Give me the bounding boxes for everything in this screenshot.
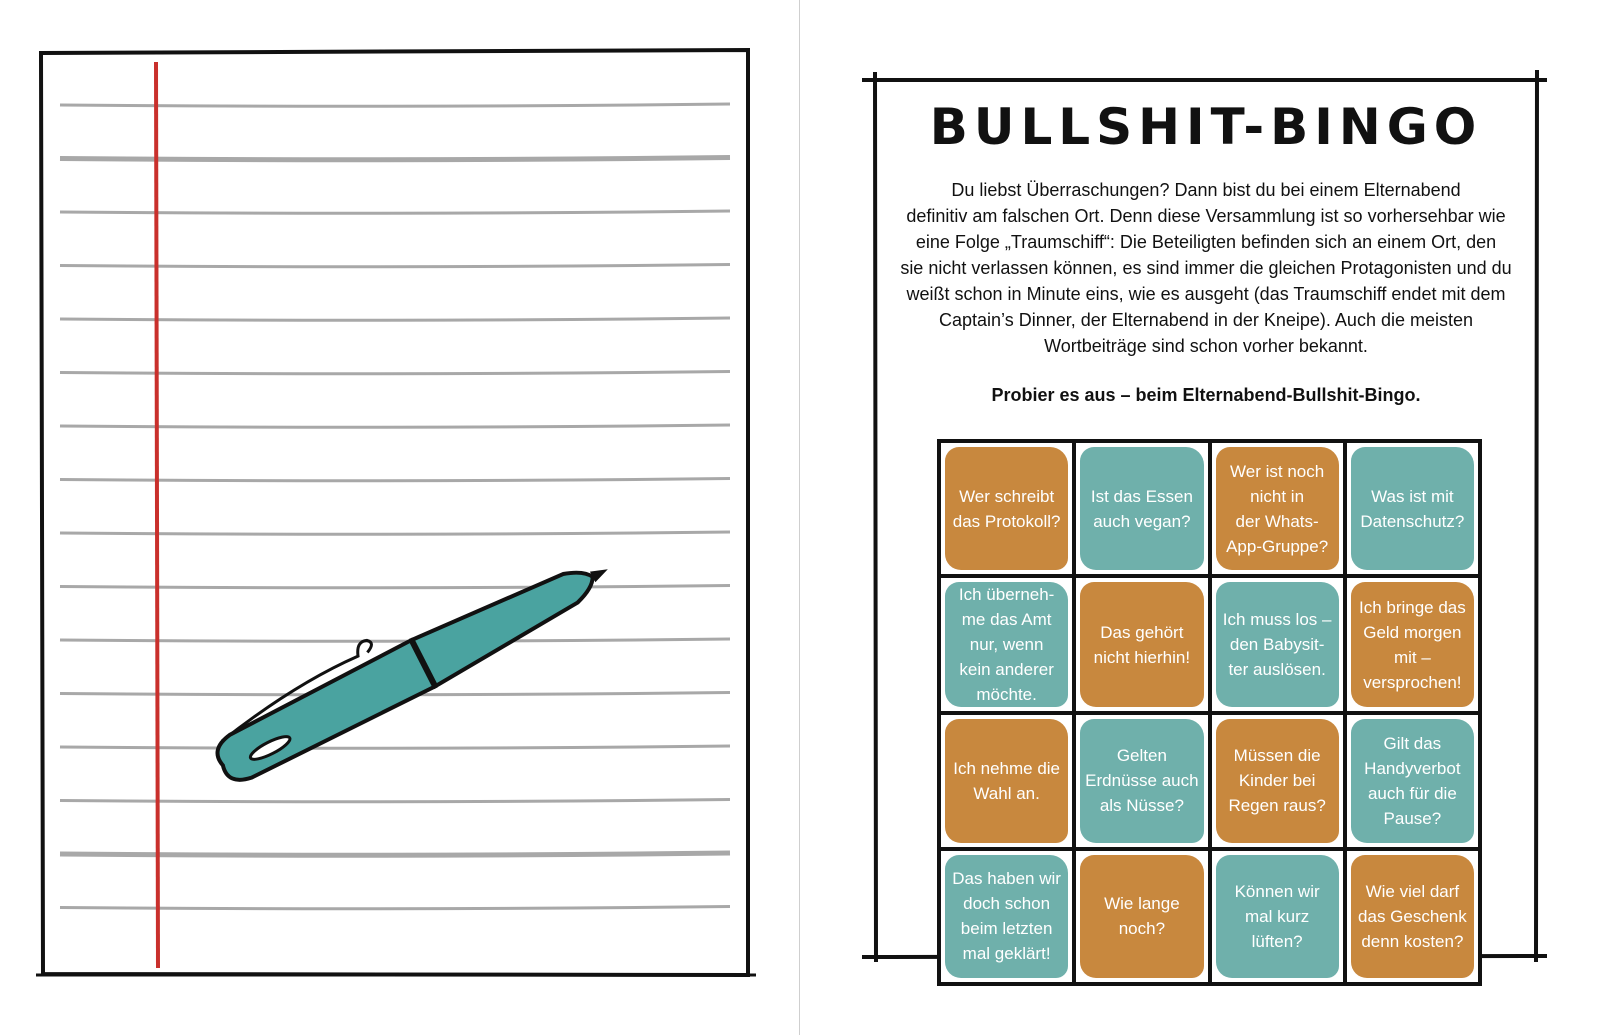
bingo-cell[interactable]: Ich nehme die Wahl an. (941, 715, 1073, 847)
bingo-cell[interactable]: Gilt das Handyverbot auch für die Pause? (1346, 715, 1478, 847)
bingo-cell[interactable]: Müssen die Kinder bei Regen raus? (1211, 715, 1343, 847)
bingo-cell[interactable]: Was ist mit Datenschutz? (1346, 443, 1478, 575)
intro-line: sie nicht verlassen können, es sind imme… (900, 258, 1512, 278)
bingo-cell[interactable]: Das gehört nicht hierhin! (1076, 578, 1208, 712)
bingo-grid: Wer schreibt das Protokoll? Ist das Essen… (937, 439, 1482, 986)
bingo-cell[interactable]: Ich bringe das Geld morgen mit – verspro… (1346, 578, 1478, 712)
bingo-cell[interactable]: Ist das Essen auch vegan? (1076, 443, 1208, 575)
call-to-action: Probier es aus – beim Elternabend-Bullsh… (991, 385, 1421, 405)
bingo-cell-text: Ich nehme die Wahl an. (945, 719, 1069, 843)
lined-paper-illustration (36, 47, 756, 978)
ruled-line (59, 850, 731, 858)
ruled-line (59, 905, 731, 911)
bingo-cell[interactable]: Wie lange noch? (1076, 850, 1208, 982)
bingo-cell[interactable]: Wer schreibt das Protokoll? (941, 443, 1073, 575)
bingo-cell-text: Müssen die Kinder bei Regen raus? (1215, 719, 1339, 843)
bingo-cell-text: Wie viel darf das Geschenk denn kosten? (1350, 854, 1474, 978)
intro-line: Du liebst Überraschungen? Dann bist du b… (951, 180, 1461, 200)
intro-line: eine Folge „Traumschiff“: Die Beteiligte… (915, 232, 1497, 252)
bingo-cell[interactable]: Wie viel darf das Geschenk denn kosten? (1346, 850, 1478, 982)
bingo-cell-text: Wer schreibt das Protokoll? (945, 447, 1069, 571)
bingo-cell-text: Ist das Essen auch vegan? (1080, 447, 1204, 571)
bingo-cell-text: Das gehört nicht hierhin! (1080, 582, 1204, 708)
bingo-cell-text: Wer ist noch nicht in der Whats- App-Gru… (1215, 447, 1339, 571)
bingo-cell[interactable]: Ich überneh- me das Amt nur, wenn kein a… (941, 578, 1073, 712)
bingo-cell-text: Wie lange noch? (1080, 854, 1204, 978)
bingo-cell[interactable]: Wer ist noch nicht in der Whats- App-Gru… (1211, 443, 1343, 575)
intro-text: Du liebst Überraschungen? Dann bist du b… (880, 177, 1532, 359)
bingo-cell-text: Gelten Erdnüsse auch als Nüsse? (1080, 719, 1204, 843)
intro-line: Captain’s Dinner, der Elternabend in der… (939, 310, 1473, 330)
bingo-cell[interactable]: Ich muss los – den Babysit- ter auslösen… (1211, 578, 1343, 712)
bingo-cell-text: Ich muss los – den Babysit- ter auslösen… (1215, 582, 1339, 708)
paper-margin-line (154, 61, 160, 969)
bingo-cell-text: Gilt das Handyverbot auch für die Pause? (1350, 719, 1474, 843)
bingo-cell-text: Ich bringe das Geld morgen mit – verspro… (1350, 582, 1474, 708)
bingo-cell[interactable]: Das haben wir doch schon beim letzten ma… (941, 850, 1073, 982)
bingo-cell[interactable]: Gelten Erdnüsse auch als Nüsse? (1076, 715, 1208, 847)
pen-icon (215, 569, 608, 782)
intro-line: weißt schon in Minute eins, wie es ausge… (906, 284, 1506, 304)
page-title: BULLSHIT-BINGO (929, 98, 1483, 156)
bingo-cell[interactable]: Können wir mal kurz lüften? (1211, 850, 1343, 982)
bingo-cell-text: Ich überneh- me das Amt nur, wenn kein a… (945, 582, 1069, 708)
bingo-cell-text: Was ist mit Datenschutz? (1350, 447, 1474, 571)
intro-line: Wortbeiträge sind schon vorher bekannt. (1044, 336, 1368, 356)
intro-line: definitiv am falschen Ort. Denn diese Ve… (906, 206, 1506, 226)
bingo-cell-text: Das haben wir doch schon beim letzten ma… (945, 854, 1069, 978)
bingo-cell-text: Können wir mal kurz lüften? (1215, 854, 1339, 978)
page-divider (799, 0, 800, 1035)
